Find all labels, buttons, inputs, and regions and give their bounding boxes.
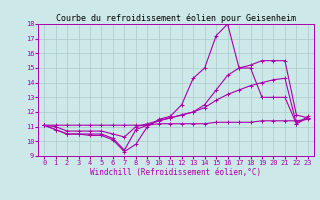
X-axis label: Windchill (Refroidissement éolien,°C): Windchill (Refroidissement éolien,°C)	[91, 168, 261, 177]
Title: Courbe du refroidissement éolien pour Geisenheim: Courbe du refroidissement éolien pour Ge…	[56, 14, 296, 23]
